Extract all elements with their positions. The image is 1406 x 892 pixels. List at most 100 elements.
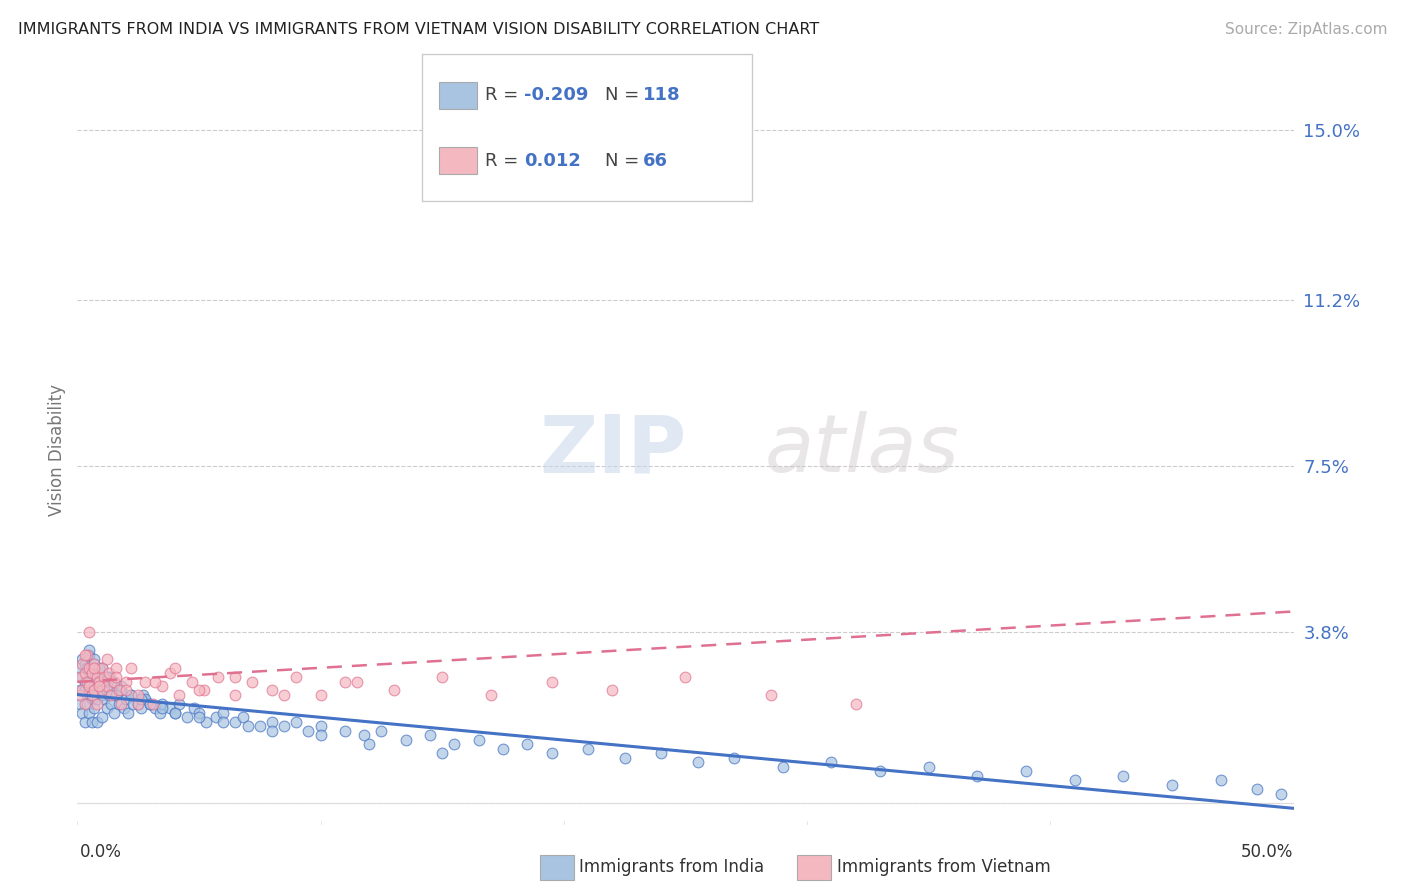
Point [142, 697, 165, 711]
Text: IMMIGRANTS FROM INDIA VS IMMIGRANTS FROM VIETNAM VISION DISABILITY CORRELATION C: IMMIGRANTS FROM INDIA VS IMMIGRANTS FROM… [18, 22, 820, 37]
Point [69, 661, 91, 675]
Point [285, 714, 308, 729]
Point [79, 648, 101, 662]
Text: R =: R = [485, 152, 524, 169]
Point [76, 648, 98, 662]
Point [152, 701, 174, 715]
Point [86, 697, 108, 711]
Point [224, 670, 246, 684]
Text: 0.012: 0.012 [524, 152, 581, 169]
Point [80, 714, 103, 729]
Point [83, 657, 105, 671]
Point [193, 683, 215, 698]
Point [183, 701, 205, 715]
Point [242, 674, 264, 689]
Point [76, 674, 98, 689]
Point [70, 683, 93, 698]
Point [134, 692, 156, 706]
Point [159, 665, 181, 680]
Point [97, 665, 120, 680]
Point [93, 692, 115, 706]
Point [100, 697, 122, 711]
Point [93, 670, 115, 684]
Point [232, 710, 254, 724]
Point [382, 683, 405, 698]
Point [73, 674, 96, 689]
Point [309, 719, 332, 733]
Text: Immigrants from India: Immigrants from India [579, 858, 765, 876]
Point [70, 657, 93, 671]
Point [89, 661, 111, 675]
Y-axis label: Vision Disability: Vision Disability [48, 384, 66, 516]
Point [419, 728, 441, 742]
Point [188, 710, 211, 724]
Point [80, 665, 103, 680]
Point [110, 683, 132, 698]
Point [86, 670, 108, 684]
Point [107, 683, 129, 698]
Point [69, 683, 91, 698]
Point [110, 679, 132, 693]
Point [90, 710, 112, 724]
Point [132, 688, 155, 702]
Point [602, 683, 624, 698]
Text: N =: N = [605, 152, 644, 169]
Point [686, 756, 709, 770]
Point [918, 760, 941, 774]
Text: Source: ZipAtlas.com: Source: ZipAtlas.com [1225, 22, 1388, 37]
Point [70, 670, 93, 684]
Text: Immigrants from Vietnam: Immigrants from Vietnam [837, 858, 1050, 876]
Point [675, 670, 697, 684]
Point [86, 674, 108, 689]
Point [103, 674, 125, 689]
Point [93, 674, 115, 689]
Point [129, 692, 152, 706]
Point [820, 756, 842, 770]
Point [163, 661, 186, 675]
Point [129, 701, 152, 715]
Point [492, 145, 515, 160]
Point [1246, 782, 1268, 797]
Point [79, 706, 101, 720]
Point [370, 723, 392, 738]
Point [117, 706, 139, 720]
Point [1015, 764, 1038, 779]
Point [127, 697, 149, 711]
Point [516, 737, 538, 751]
Point [309, 728, 332, 742]
Text: atlas: atlas [765, 411, 959, 490]
Point [134, 674, 156, 689]
Point [83, 661, 105, 675]
Point [100, 688, 122, 702]
Point [97, 670, 120, 684]
Point [260, 723, 283, 738]
Point [120, 688, 142, 702]
Point [613, 751, 636, 765]
Point [845, 697, 868, 711]
Point [105, 670, 128, 684]
Point [70, 706, 93, 720]
Point [79, 674, 101, 689]
Point [207, 670, 229, 684]
Point [127, 688, 149, 702]
Point [115, 674, 138, 689]
Text: 50.0%: 50.0% [1241, 843, 1294, 861]
Point [359, 737, 381, 751]
Point [576, 741, 599, 756]
Point [80, 692, 103, 706]
Point [83, 679, 105, 693]
Point [115, 683, 138, 698]
Point [249, 719, 271, 733]
Point [479, 688, 502, 702]
Point [105, 688, 128, 702]
Point [188, 683, 211, 698]
Point [79, 679, 101, 693]
Point [79, 625, 101, 640]
Point [127, 697, 149, 711]
Point [122, 697, 145, 711]
Point [97, 688, 120, 702]
Point [90, 661, 112, 675]
Point [188, 706, 211, 720]
Point [152, 697, 174, 711]
Point [195, 714, 218, 729]
